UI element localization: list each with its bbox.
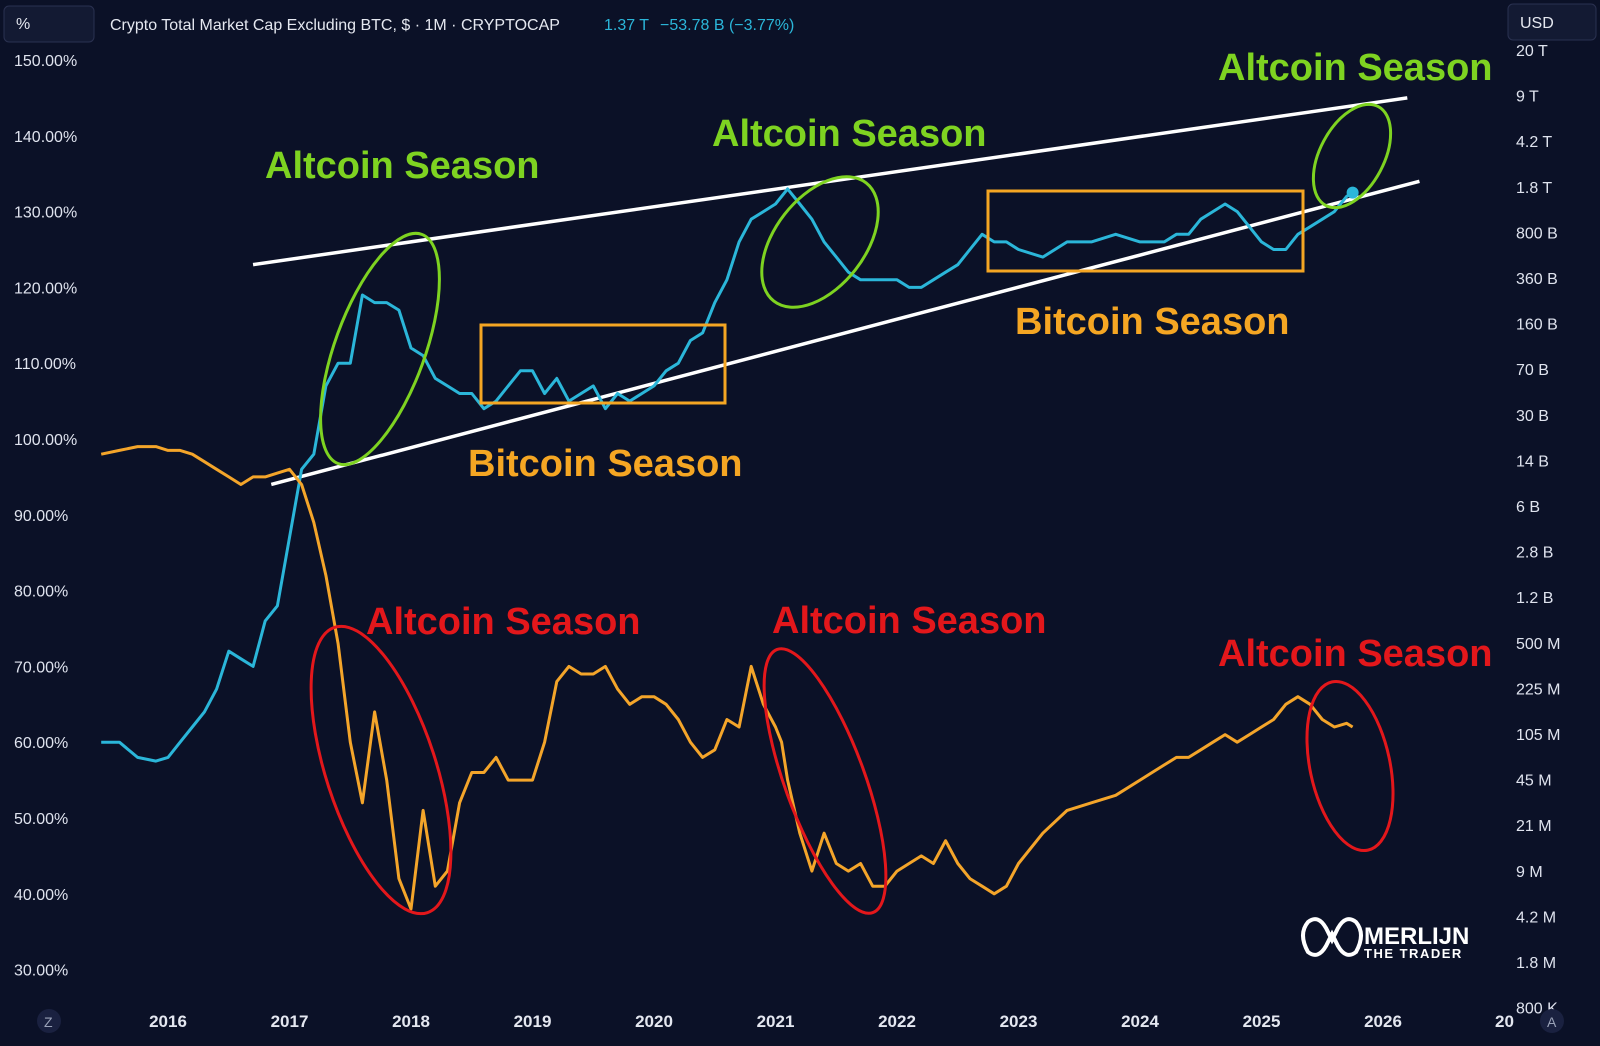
altcoin-season-ellipse-green-1 xyxy=(319,231,441,467)
right-axis-tick-label: 9 M xyxy=(1516,864,1543,881)
annotation-bitcoin-2: Bitcoin Season xyxy=(1015,301,1290,343)
x-axis-tick-label: 2026 xyxy=(1364,1012,1402,1031)
bitcoin-season-box-1 xyxy=(479,323,727,405)
left-axis-tick-label: 100.00% xyxy=(14,432,77,449)
trendline-upper xyxy=(252,96,1408,267)
right-axis-tick-label: 2.8 B xyxy=(1516,545,1553,562)
zoom-button-label: Z xyxy=(44,1014,53,1030)
left-axis-tick-label: 50.00% xyxy=(14,811,68,828)
right-axis-tick-label: 1.8 M xyxy=(1516,955,1556,972)
series-lines xyxy=(100,186,1359,911)
altcoin-season-ellipse-red-2 xyxy=(762,647,888,915)
zoom-button[interactable] xyxy=(37,1009,61,1033)
right-axis-tick-label: 225 M xyxy=(1516,681,1560,698)
time-axis[interactable]: 2016 2017 2018 2019 2020 2021 2022 2023 2024 2025… xyxy=(149,1012,1514,1031)
right-axis-tick-label: 500 M xyxy=(1516,636,1560,653)
merlijn-logo-icon xyxy=(1301,917,1363,957)
x-axis-tick-label: 20 xyxy=(1495,1012,1514,1031)
annotation-bitcoin-1: Bitcoin Season xyxy=(468,443,743,485)
left-axis-tick-label: 150.00% xyxy=(14,53,77,70)
x-axis-tick-label: 2019 xyxy=(514,1012,552,1031)
x-axis-tick-label: 2025 xyxy=(1243,1012,1281,1031)
x-axis-tick-label: 2022 xyxy=(878,1012,916,1031)
currency-button[interactable] xyxy=(1507,3,1597,41)
annotation-altcoin-green-3: Altcoin Season xyxy=(1218,47,1493,89)
altcoin-season-ellipse-green-3 xyxy=(1311,102,1393,210)
left-axis-tick-label: 70.00% xyxy=(14,659,68,676)
x-axis-tick-label: 2021 xyxy=(757,1012,795,1031)
symbol-title: Crypto Total Market Cap Excluding BTC, $… xyxy=(110,17,560,34)
altcoin-market-cap-line xyxy=(101,187,1354,763)
right-axis-tick-label: 30 B xyxy=(1516,408,1549,425)
left-axis-tick-label: 140.00% xyxy=(14,129,77,146)
right-axis-tick-label: 45 M xyxy=(1516,773,1552,790)
x-axis-tick-label: 2023 xyxy=(1000,1012,1038,1031)
left-axis-tick-label: 130.00% xyxy=(14,205,77,222)
left-axis-tick-label: 30.00% xyxy=(14,963,68,980)
left-axis-tick-label: 40.00% xyxy=(14,887,68,904)
right-axis-tick-label: 70 B xyxy=(1516,362,1549,379)
right-axis-tick-label: 360 B xyxy=(1516,271,1558,288)
altcoin-dominance-line xyxy=(100,445,1354,911)
annotation-altcoin-red-2: Altcoin Season xyxy=(772,600,1047,642)
annotation-altcoin-green-2: Altcoin Season xyxy=(712,113,987,155)
right-axis-tick-label: 21 M xyxy=(1516,818,1552,835)
trendline-lower xyxy=(270,179,1420,487)
right-axis-tick-label: 4.2 T xyxy=(1516,134,1552,151)
auto-scale-label: A xyxy=(1547,1014,1557,1030)
right-axis-tick-label: 800 B xyxy=(1516,225,1558,242)
altcoin-season-ellipse-red-3 xyxy=(1305,679,1395,853)
watermark-line1: MERLIJN xyxy=(1364,923,1469,950)
currency-label: USD xyxy=(1520,15,1554,32)
auto-scale-button[interactable] xyxy=(1540,1009,1564,1033)
x-axis-tick-label: 2016 xyxy=(149,1012,187,1031)
annotation-altcoin-red-1: Altcoin Season xyxy=(366,601,641,643)
right-axis-tick-label: 6 B xyxy=(1516,499,1540,516)
right-axis-tick-label: 105 M xyxy=(1516,727,1560,744)
last-value: 1.37 T xyxy=(604,17,649,34)
left-axis-tick-label: 90.00% xyxy=(14,508,68,525)
left-axis-tick-label: 80.00% xyxy=(14,584,68,601)
trendlines xyxy=(252,96,1420,487)
right-axis-tick-label: 4.2 M xyxy=(1516,909,1556,926)
annotation-altcoin-red-3: Altcoin Season xyxy=(1218,633,1493,675)
scale-mode-label: % xyxy=(16,16,30,33)
altcoin-season-ellipse-red-1 xyxy=(309,624,453,916)
left-axis-tick-label: 120.00% xyxy=(14,280,77,297)
left-price-axis[interactable]: 150.00% 140.00% 130.00% 120.00% 110.00% 100.0… xyxy=(14,53,77,980)
right-axis-tick-label: 160 B xyxy=(1516,317,1558,334)
bitcoin-season-box-2 xyxy=(986,189,1305,273)
left-axis-tick-label: 110.00% xyxy=(14,356,76,373)
right-axis-tick-label: 14 B xyxy=(1516,453,1549,470)
watermark-line2: THE TRADER xyxy=(1364,946,1463,961)
right-axis-tick-label: 1.2 B xyxy=(1516,590,1553,607)
right-axis-tick-label: 1.8 T xyxy=(1516,180,1552,197)
x-axis-tick-label: 2020 xyxy=(635,1012,673,1031)
right-price-axis[interactable]: 20 T 9 T 4.2 T 1.8 T 800 B 360 B 160 B 70 B 30 B… xyxy=(1516,43,1560,1018)
annotation-altcoin-green-1: Altcoin Season xyxy=(265,145,540,187)
watermark-logo: MERLIJN THE TRADER xyxy=(1301,917,1469,961)
altcoin-season-ellipse-green-2 xyxy=(760,175,880,309)
drawings xyxy=(309,102,1395,916)
last-price-marker xyxy=(1346,186,1359,199)
change-value: −53.78 B (−3.77%) xyxy=(660,17,794,34)
scale-mode-button[interactable] xyxy=(3,5,95,43)
x-axis-tick-label: 2017 xyxy=(271,1012,309,1031)
x-axis-tick-label: 2024 xyxy=(1121,1012,1159,1031)
left-axis-tick-label: 60.00% xyxy=(14,735,68,752)
x-axis-tick-label: 2018 xyxy=(392,1012,430,1031)
right-axis-tick-label: 9 T xyxy=(1516,89,1539,106)
right-axis-tick-label: 20 T xyxy=(1516,43,1548,60)
